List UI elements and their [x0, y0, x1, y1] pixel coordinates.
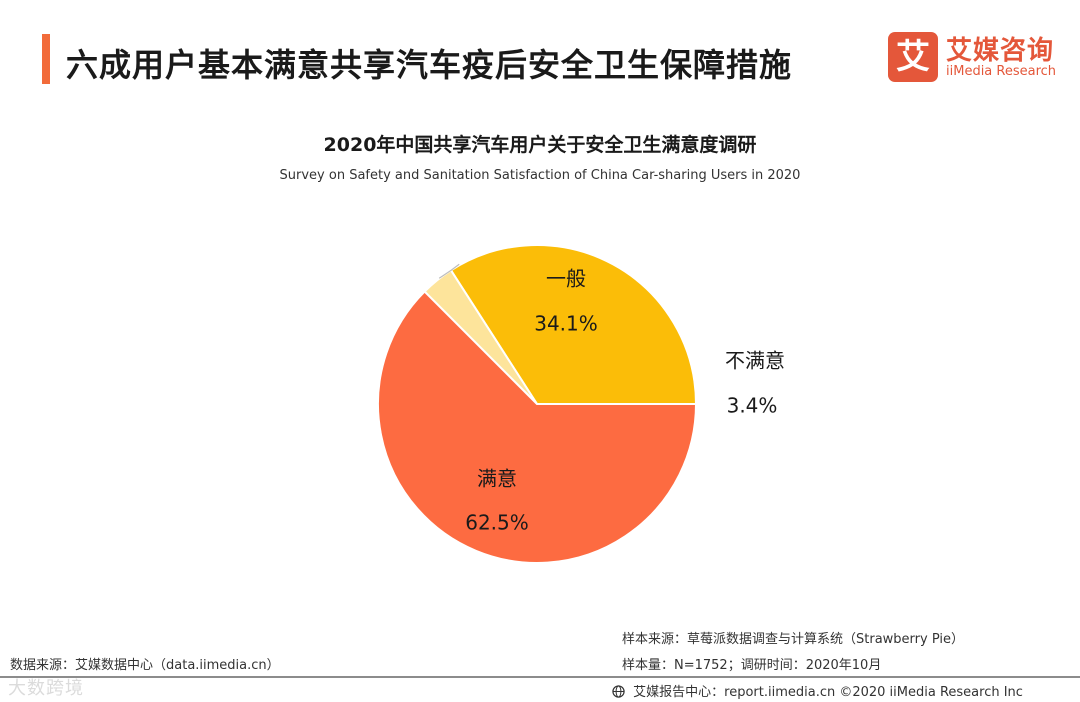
sample-size: 样本量：N=1752；调研时间：2020年10月 — [622, 658, 882, 673]
data-source: 数据来源：艾媒数据中心（data.iimedia.cn） — [10, 658, 280, 673]
footer: 艾媒报告中心：report.iimedia.cn ©2020 iiMedia R… — [612, 681, 1023, 700]
pie-slice-3 — [377, 290, 698, 564]
globe-icon — [612, 685, 629, 700]
logo-name-en: iiMedia Research — [946, 64, 1057, 79]
sample-source: 样本来源：草莓派数据调查与计算系统（Strawberry Pie） — [622, 632, 964, 647]
slice-value-3: 62.5% — [465, 511, 529, 535]
leader-line — [438, 263, 460, 279]
brand-logo: 艾 艾媒咨询 iiMedia Research — [888, 32, 1068, 84]
logo-mark: 艾 — [888, 32, 938, 82]
chart-subtitle: Survey on Safety and Sanitation Satisfac… — [279, 168, 801, 183]
watermark: 大数跨境 — [8, 678, 84, 699]
logo-name-cn: 艾媒咨询 — [946, 36, 1055, 66]
page-title: 六成用户基本满意共享汽车疫后安全卫生保障措施 — [66, 46, 793, 84]
slice-label-3: 满意 — [477, 467, 517, 491]
title-accent-bar — [42, 34, 50, 84]
slice-label-1: 一般 — [546, 267, 586, 291]
footer-divider — [0, 676, 1080, 678]
slice-label-2: 不满意 — [725, 349, 785, 373]
slice-value-2: 3.4% — [727, 394, 778, 418]
footer-text: 艾媒报告中心：report.iimedia.cn ©2020 iiMedia R… — [633, 685, 1023, 700]
chart-title: 2020年中国共享汽车用户关于安全卫生满意度调研 — [323, 134, 757, 156]
slice-value-1: 34.1% — [534, 312, 598, 336]
